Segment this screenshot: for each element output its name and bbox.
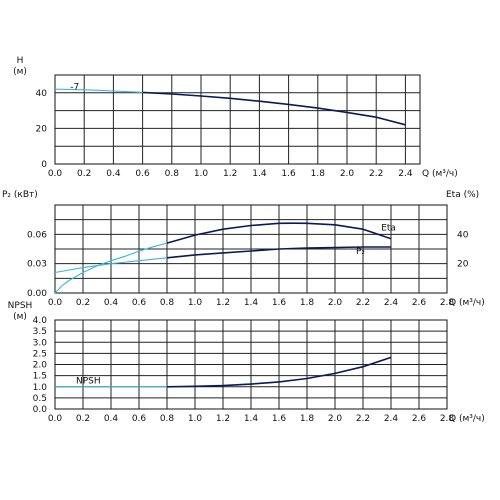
- npsh-chart: 0.0 0.2 0.4 0.6 0.8 1.0 1.2 1.4 1.6 1.8 2.0 2.2 2.4 2…: [8, 301, 485, 424]
- x-axis-label: Q (м³/ч): [449, 298, 485, 308]
- x-tick-label: 2.8: [440, 298, 455, 308]
- x-tick-label: 1.6: [272, 414, 287, 424]
- x-tick-label: 2.2: [369, 169, 383, 179]
- y-tick-label: 40: [36, 89, 48, 99]
- power-efficiency-chart: 0.0 0.2 0.4 0.6 0.8 1.0 1.2 1.4 1.6 1.8 2.0 2.2 2.4 2…: [2, 190, 485, 308]
- x-tick-label: 1.0: [188, 298, 203, 308]
- x-tick-label: 1.8: [300, 414, 315, 424]
- x-tick-label: 2.0: [328, 414, 343, 424]
- y-axis-label: H: [17, 56, 24, 66]
- x-tick-label: 0.2: [76, 298, 90, 308]
- right-y-tick-label: 40: [457, 230, 469, 240]
- x-tick-label: 0.4: [104, 298, 119, 308]
- x-tick-label: 1.4: [244, 298, 259, 308]
- x-tick-label: 0.4: [106, 169, 121, 179]
- x-tick-label: 2.0: [328, 298, 343, 308]
- y-axis-label: P₂ (кВт): [2, 190, 38, 200]
- x-tick-label: 0.6: [132, 414, 147, 424]
- y-axis-label: NPSH: [8, 301, 33, 311]
- x-tick-label: 0.8: [165, 169, 180, 179]
- series-line-1: [166, 356, 392, 388]
- y-axis-unit: (м): [13, 67, 27, 77]
- x-tick-label: 0.0: [48, 298, 63, 308]
- x-tick-label: 2.4: [384, 414, 399, 424]
- series-label: Eta: [381, 223, 396, 233]
- series-line-2: [54, 257, 168, 274]
- x-tick-label: 1.6: [272, 298, 287, 308]
- x-tick-label: 2.2: [356, 298, 370, 308]
- x-axis-label: Q (м³/ч): [422, 169, 458, 179]
- y-tick-label: 20: [36, 124, 48, 134]
- x-tick-label: 0.8: [160, 414, 175, 424]
- annotation-label: -7: [70, 82, 79, 92]
- y-tick-label: 1.0: [33, 383, 48, 393]
- x-tick-label: 2.4: [398, 169, 413, 179]
- x-tick-label: 1.4: [252, 169, 267, 179]
- plot-frame: [54, 319, 448, 410]
- x-tick-label: 1.2: [223, 169, 237, 179]
- x-tick-label: 2.6: [412, 298, 427, 308]
- x-tick-label: 0.0: [48, 414, 63, 424]
- x-tick-label: 1.0: [194, 169, 209, 179]
- y-tick-label: 0: [41, 160, 47, 170]
- series-label: P₂: [356, 247, 365, 257]
- series-line-0: [54, 242, 168, 294]
- right-y-tick-label: 20: [457, 260, 469, 270]
- x-tick-label: 2.0: [340, 169, 355, 179]
- head-chart: 0.0 0.2 0.4 0.6 0.8 1.0 1.2 1.4 1.6 1.8 2.0 2.2 2.4 0…: [13, 56, 458, 179]
- y-tick-label: 2.5: [33, 349, 47, 359]
- y-tick-label: 3.0: [33, 338, 48, 348]
- x-tick-label: 1.2: [216, 414, 230, 424]
- x-tick-label: 0.8: [160, 298, 175, 308]
- x-tick-label: 2.6: [412, 414, 427, 424]
- x-axis-label: Q (м³/ч): [449, 414, 485, 424]
- x-tick-label: 1.6: [281, 169, 296, 179]
- x-tick-label: 0.2: [77, 169, 91, 179]
- plot-frame: [54, 204, 448, 294]
- y-tick-label: 0.06: [27, 230, 47, 240]
- y-tick-label: 4.0: [33, 316, 48, 326]
- x-tick-label: 1.4: [244, 414, 259, 424]
- x-tick-label: 1.8: [311, 169, 326, 179]
- y-tick-label: 1.5: [33, 372, 47, 382]
- x-tick-label: 2.2: [356, 414, 370, 424]
- y-axis-unit: (м): [13, 312, 27, 322]
- series-line-0: [54, 88, 143, 93]
- series-line-3: [166, 246, 391, 259]
- series-label: NPSH: [76, 376, 101, 386]
- x-tick-label: 1.8: [300, 298, 315, 308]
- y-tick-label: 2.0: [33, 361, 48, 371]
- plot-frame: [54, 74, 421, 165]
- x-tick-label: 0.6: [132, 298, 147, 308]
- x-tick-label: 2.8: [440, 414, 455, 424]
- series-line-1: [166, 222, 392, 244]
- y-tick-label: 0.03: [27, 260, 47, 270]
- x-tick-label: 0.6: [135, 169, 150, 179]
- right-y-axis-label: Eta (%): [446, 190, 479, 200]
- x-tick-label: 1.0: [188, 414, 203, 424]
- x-tick-label: 0.0: [48, 169, 63, 179]
- x-tick-label: 2.4: [384, 298, 399, 308]
- y-tick-label: 0.0: [33, 405, 48, 415]
- x-tick-label: 1.2: [216, 298, 230, 308]
- series-line-1: [142, 91, 406, 126]
- x-tick-label: 0.2: [76, 414, 90, 424]
- y-tick-label: 0.5: [33, 394, 47, 404]
- y-tick-label: 0.00: [27, 289, 47, 299]
- x-tick-label: 0.4: [104, 414, 119, 424]
- y-tick-label: 3.5: [33, 327, 47, 337]
